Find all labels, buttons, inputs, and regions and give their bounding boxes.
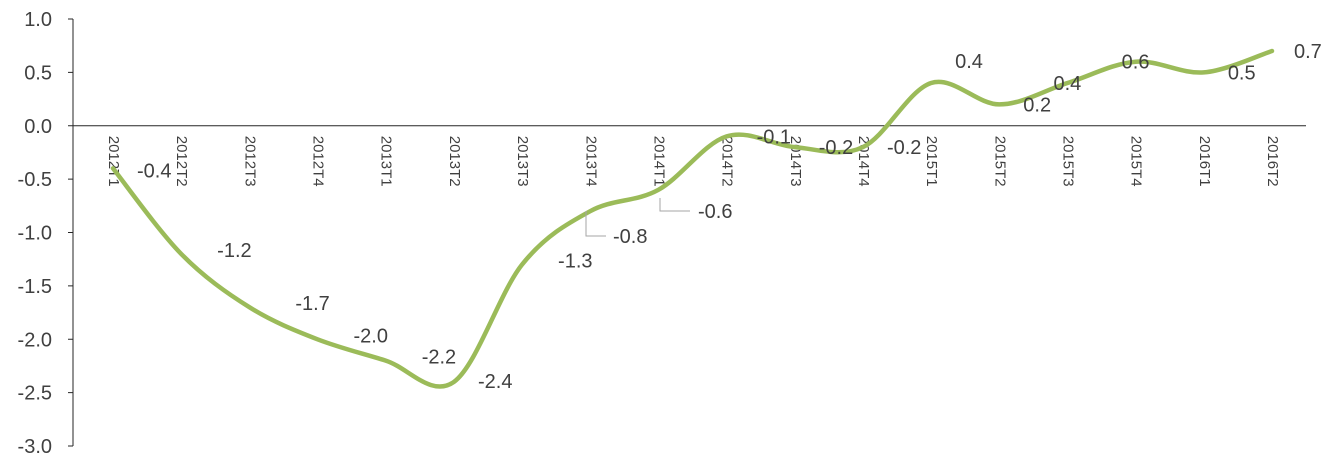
data-point xyxy=(385,360,386,361)
series-line-group xyxy=(110,48,1275,389)
y-tick-label: -0.5 xyxy=(18,169,52,191)
x-tick-label: 2014T2 xyxy=(719,136,736,187)
data-point xyxy=(181,253,182,254)
y-tick-label: 1.0 xyxy=(24,9,52,31)
data-point xyxy=(1272,51,1273,52)
data-label: 0.4 xyxy=(1053,73,1081,95)
data-label: -1.3 xyxy=(558,251,592,273)
y-tick-label: -1.5 xyxy=(18,276,52,298)
x-tick-label: 2015T3 xyxy=(1060,136,1077,187)
data-label: 0.6 xyxy=(1122,52,1150,74)
x-tick-label: 2013T4 xyxy=(582,136,599,187)
y-tick-label: -3.0 xyxy=(18,436,52,456)
data-label: 0.4 xyxy=(955,51,983,73)
data-point xyxy=(999,104,1000,105)
data-label: 0.5 xyxy=(1228,62,1256,84)
data-label: -2.2 xyxy=(422,347,456,369)
data-point xyxy=(590,211,591,212)
x-tick-label: 2012T3 xyxy=(241,136,258,187)
data-label: -2.4 xyxy=(478,371,512,393)
data-label: -1.2 xyxy=(217,240,251,262)
x-tick-label: 2012T2 xyxy=(173,136,190,187)
x-tick-label: 2012T4 xyxy=(310,136,327,187)
y-tick-label: 0.5 xyxy=(24,62,52,84)
data-point xyxy=(1203,72,1204,73)
x-tick-label: 2016T2 xyxy=(1264,136,1281,187)
data-labels: -0.4 -1.2 -1.7 -2.0 -2.2 -2.4 -1.3 -0.8 -0.6 -0.1… xyxy=(137,41,1322,393)
data-point xyxy=(113,168,114,169)
x-tick-label: 2015T2 xyxy=(991,136,1008,187)
data-point xyxy=(317,339,318,340)
data-label: -0.4 xyxy=(137,160,171,182)
x-tick-label: 2013T3 xyxy=(514,136,531,187)
series-line xyxy=(110,48,1275,389)
data-label: -0.6 xyxy=(698,201,732,223)
leader-line xyxy=(659,198,690,212)
x-tick-label: 2015T1 xyxy=(923,136,940,187)
data-point xyxy=(522,264,523,265)
leader-line xyxy=(585,211,606,237)
data-point xyxy=(862,147,863,148)
data-label: -0.8 xyxy=(613,226,647,248)
x-tick-label: 2013T1 xyxy=(378,136,395,187)
x-tick-label: 2013T2 xyxy=(446,136,463,187)
data-point xyxy=(453,381,454,382)
x-axis: 2012T1 2012T2 2012T3 2012T4 2013T1 2013T2 2013… xyxy=(73,125,1306,187)
data-label: -2.0 xyxy=(354,325,388,347)
data-point xyxy=(658,189,659,190)
y-tick-label: -2.0 xyxy=(18,329,52,351)
data-label: 0.2 xyxy=(1023,94,1051,116)
x-tick-label: 2016T1 xyxy=(1196,136,1213,187)
data-point xyxy=(931,83,932,84)
y-tick-label: 0.0 xyxy=(24,116,52,138)
data-label: 0.7 xyxy=(1294,41,1322,63)
y-tick-label: -1.0 xyxy=(18,223,52,245)
data-point xyxy=(726,136,727,137)
y-axis: 1.0 0.5 0.0 -0.5 -1.0 -1.5 -2.0 -2.5 -3.0 xyxy=(18,9,74,456)
x-tick-label: 2015T4 xyxy=(1128,136,1145,187)
y-tick-label: -2.5 xyxy=(18,383,52,405)
data-label: -0.1 xyxy=(757,126,791,148)
data-label: -1.7 xyxy=(295,293,329,315)
x-tick-label: 2014T1 xyxy=(650,136,667,187)
data-label: -0.2 xyxy=(819,137,853,159)
data-point xyxy=(794,147,795,148)
data-label: -0.2 xyxy=(887,137,921,159)
data-point xyxy=(249,307,250,308)
